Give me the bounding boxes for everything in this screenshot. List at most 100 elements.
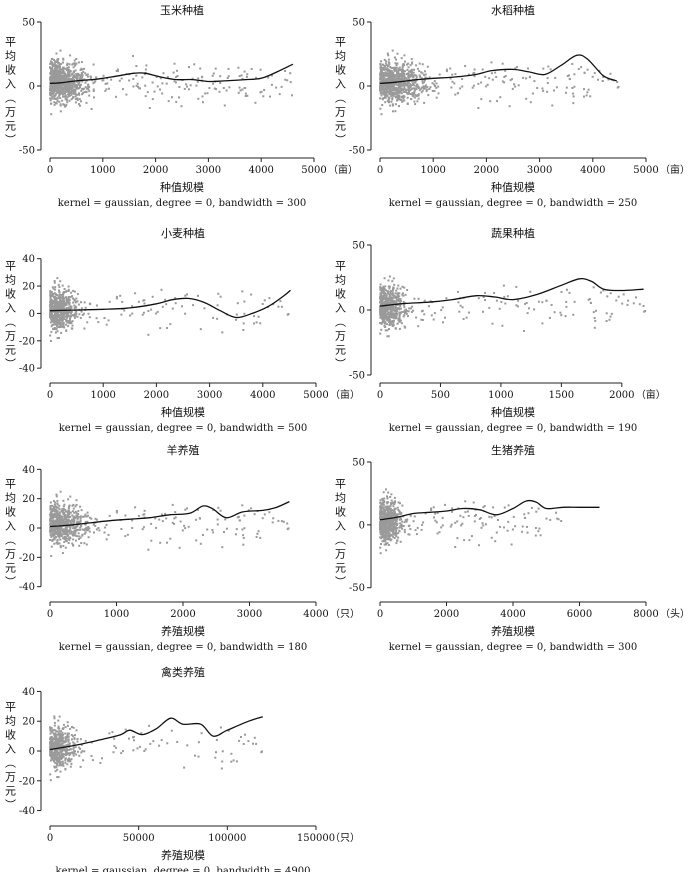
data-point: [392, 317, 395, 320]
data-point: [557, 518, 560, 521]
data-point: [61, 552, 64, 554]
data-point: [64, 523, 67, 526]
data-point: [57, 512, 60, 515]
data-point: [392, 509, 395, 512]
x-tick-label: 2000: [609, 390, 634, 401]
data-point: [386, 502, 389, 505]
data-point: [545, 299, 548, 302]
data-point: [379, 528, 382, 531]
data-point: [383, 74, 385, 77]
data-point: [396, 97, 399, 100]
data-point: [397, 75, 400, 78]
data-point: [399, 525, 402, 528]
data-point: [388, 323, 391, 326]
data-point: [397, 306, 400, 309]
data-point: [58, 515, 61, 518]
data-point: [405, 312, 408, 315]
data-point: [53, 503, 56, 506]
data-point: [399, 300, 402, 302]
data-point: [390, 527, 393, 530]
data-point: [78, 103, 80, 106]
data-point: [61, 742, 64, 745]
data-point: [583, 88, 585, 91]
data-point: [73, 74, 76, 77]
data-point: [69, 537, 72, 540]
data-point: [403, 521, 406, 524]
data-point: [86, 87, 89, 90]
data-point: [65, 323, 68, 326]
data-point: [78, 544, 81, 547]
data-point: [88, 302, 91, 305]
data-point: [59, 517, 62, 520]
data-point: [388, 328, 390, 330]
data-point: [62, 58, 65, 61]
data-point: [388, 519, 391, 522]
data-point: [434, 85, 437, 87]
data-point: [63, 87, 66, 89]
data-point: [587, 298, 590, 301]
data-point: [51, 77, 54, 80]
data-point: [504, 302, 507, 305]
data-point: [78, 538, 80, 540]
data-point: [67, 68, 70, 71]
data-point: [62, 505, 65, 508]
data-point: [541, 322, 544, 325]
data-point: [54, 316, 57, 319]
data-point: [65, 98, 68, 101]
data-point: [395, 316, 398, 319]
data-point: [56, 514, 59, 517]
data-point: [74, 505, 77, 508]
data-point: [503, 506, 506, 509]
data-point: [74, 76, 77, 79]
data-point: [64, 75, 67, 78]
chart-title: 小麦种植: [161, 226, 205, 240]
data-point: [58, 63, 61, 66]
data-point: [379, 512, 382, 515]
data-point: [56, 97, 59, 100]
data-point: [242, 743, 245, 745]
data-point: [222, 87, 225, 89]
data-point: [60, 314, 63, 317]
data-point: [236, 516, 239, 519]
data-point: [392, 315, 395, 318]
data-point: [398, 315, 401, 318]
data-point: [571, 63, 574, 65]
data-point: [65, 87, 68, 89]
data-point: [242, 537, 245, 539]
data-point: [406, 92, 409, 95]
data-point: [89, 75, 92, 78]
data-point: [399, 540, 402, 543]
data-point: [184, 527, 187, 530]
data-point: [396, 524, 398, 526]
data-point: [53, 316, 56, 319]
data-point: [76, 529, 79, 532]
data-point: [204, 92, 207, 95]
data-point: [83, 528, 86, 531]
data-point: [451, 510, 454, 513]
data-point: [56, 756, 59, 759]
data-point: [270, 83, 273, 86]
data-point: [106, 82, 109, 85]
data-point: [67, 542, 70, 544]
data-point: [511, 78, 513, 81]
data-point: [537, 507, 540, 510]
data-point: [56, 510, 59, 513]
data-point: [62, 93, 64, 96]
x-unit-label: （亩）: [660, 163, 690, 176]
data-point: [70, 89, 73, 92]
data-point: [135, 84, 138, 87]
data-point: [50, 524, 53, 527]
data-point: [404, 293, 407, 296]
data-point: [49, 317, 52, 320]
data-point: [122, 88, 124, 91]
data-point: [57, 757, 60, 760]
data-point: [411, 83, 414, 86]
data-point: [161, 305, 164, 308]
data-point: [128, 737, 130, 740]
data-point: [155, 75, 158, 78]
data-point: [53, 507, 56, 509]
data-point: [386, 308, 389, 310]
data-point: [381, 75, 384, 78]
data-point: [54, 303, 57, 306]
data-point: [379, 522, 382, 525]
